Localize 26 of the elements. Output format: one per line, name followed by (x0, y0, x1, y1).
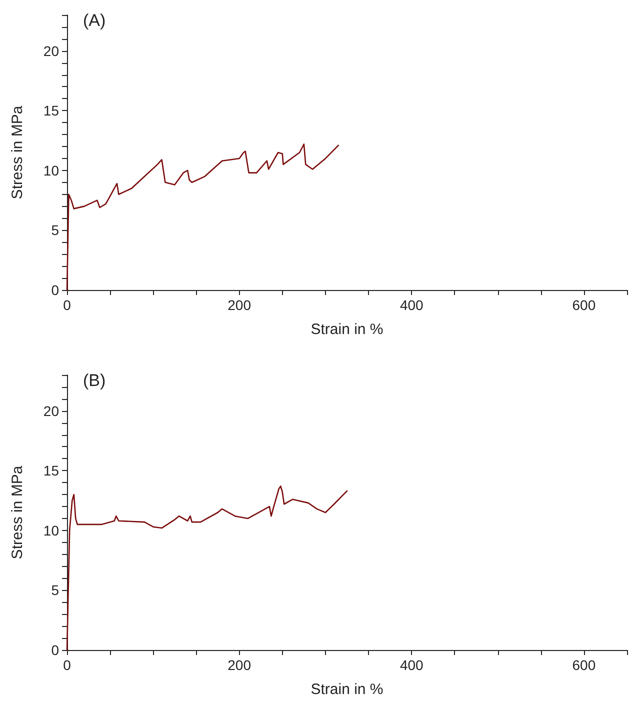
y-tick-label: 0 (51, 642, 60, 658)
x-tick-label: 200 (228, 657, 252, 673)
y-tick-label: 10 (43, 162, 60, 178)
line-series (66, 143, 340, 291)
x-axis-title: Strain in % (310, 321, 384, 338)
y-tick-label: 10 (43, 522, 60, 538)
y-tick-label: 15 (43, 462, 60, 479)
y-tick-label: 5 (51, 582, 60, 598)
y-axis-title: Stress in MPa (9, 465, 26, 560)
x-tick-label: 400 (400, 657, 424, 673)
y-tick-label: 5 (51, 222, 60, 238)
x-tick-label: 400 (400, 297, 424, 313)
x-tick-label: 600 (572, 657, 596, 673)
y-axis-title: Stress in MPa (9, 105, 26, 200)
y-tick-label: 0 (51, 282, 60, 298)
x-tick-label: 0 (63, 297, 72, 313)
chart-title: (A) (83, 11, 106, 30)
x-tick-label: 600 (572, 297, 596, 313)
x-tick-label: 200 (228, 297, 252, 313)
y-tick-label: 15 (43, 102, 60, 119)
line-series (66, 486, 348, 651)
x-tick-label: 0 (63, 657, 72, 673)
y-tick-label: 20 (43, 402, 60, 419)
chart-title: (B) (83, 371, 106, 390)
y-tick-label: 20 (43, 42, 60, 59)
x-axis-title: Strain in % (310, 681, 384, 698)
